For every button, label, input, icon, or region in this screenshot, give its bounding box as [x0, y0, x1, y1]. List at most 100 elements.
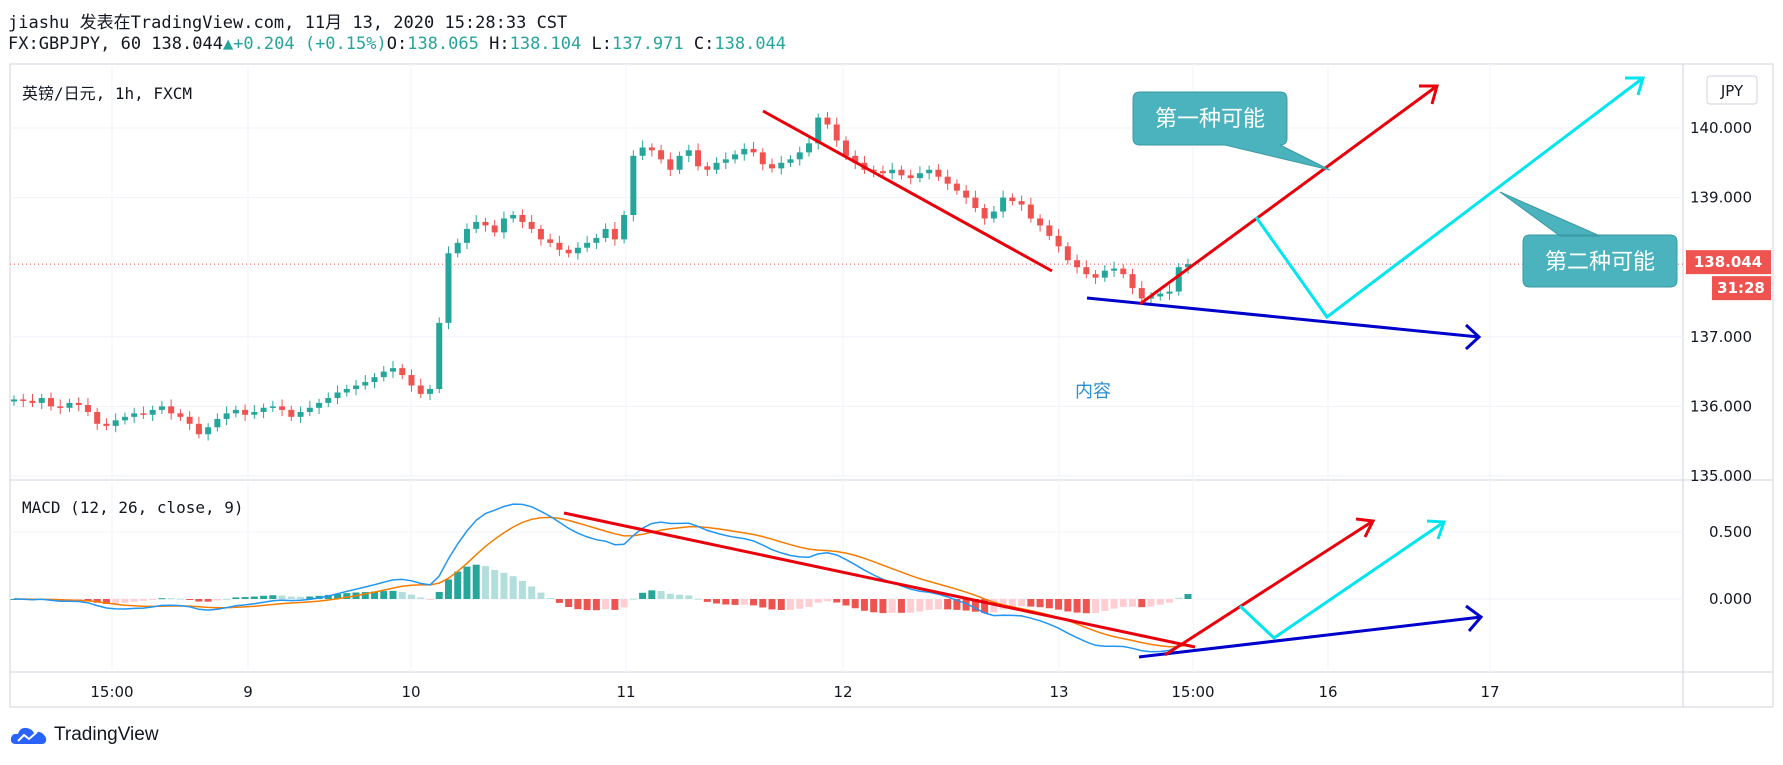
macd-histogram-bar	[232, 597, 240, 599]
currency-button[interactable]	[1706, 75, 1758, 105]
macd-histogram-bar	[1184, 593, 1192, 599]
macd-histogram-bar	[981, 599, 989, 614]
macd-histogram-bar	[518, 580, 526, 599]
brand-logo[interactable]: TradingView	[10, 724, 159, 746]
candle-body	[953, 183, 960, 191]
candle-body	[722, 159, 729, 163]
candle-body	[565, 249, 572, 254]
candle-body	[334, 392, 341, 399]
macd-histogram-bar	[666, 593, 674, 599]
macd-histogram-bar	[343, 593, 351, 599]
candle-body	[1129, 274, 1136, 289]
open-value: 138.065	[407, 34, 479, 54]
macd-histogram-bar	[1064, 599, 1072, 612]
candle-body	[260, 407, 267, 412]
countdown-value: 31:28	[1717, 279, 1765, 297]
candle-body	[695, 150, 702, 167]
macd-histogram-bar	[777, 599, 785, 610]
time-tick-label: 17	[1480, 683, 1499, 701]
candle-body	[66, 402, 73, 408]
currency-button-label: JPY	[1720, 82, 1744, 100]
macd-histogram-bar	[648, 590, 656, 599]
candle-body	[1064, 246, 1071, 261]
macd-histogram-bar	[1101, 599, 1109, 612]
blue-support-line	[1086, 296, 1480, 339]
candle-body	[316, 402, 323, 408]
candle-body	[907, 175, 914, 179]
macd-histogram-bar	[158, 598, 166, 600]
macd-histogram-bar	[1045, 599, 1053, 609]
candle-body	[842, 140, 849, 156]
time-tick-label: 16	[1318, 683, 1337, 701]
low-label: L:	[591, 34, 612, 54]
candle-body	[38, 398, 45, 403]
macd-histogram-bar	[371, 591, 379, 599]
change-value: +0.204 (+0.15%)	[233, 34, 387, 54]
candle-body	[1055, 235, 1062, 247]
macd-histogram-bar	[260, 595, 268, 599]
last-price-value: 138.044	[1694, 253, 1762, 271]
macd-histogram-bar	[592, 599, 600, 611]
candle-body	[390, 368, 397, 372]
macd-histogram-bar	[93, 599, 101, 603]
candle-body	[325, 398, 332, 403]
macd-histogram-bar	[1119, 599, 1127, 607]
macd-histogram-bar	[491, 570, 499, 599]
candle-body	[1120, 268, 1127, 275]
macd-histogram-bar	[555, 599, 563, 603]
macd-red-arrow-head-icon	[1355, 517, 1376, 538]
cyan-arrow-head-icon	[1625, 76, 1646, 96]
macd-histogram-bar	[1092, 599, 1100, 614]
macd-histogram-bar	[740, 599, 748, 605]
macd-histogram-bar	[602, 599, 610, 610]
callout-first-bubble	[1132, 91, 1331, 171]
macd-histogram-bar	[944, 599, 952, 610]
callout-second[interactable]: 第二种可能	[1499, 191, 1678, 288]
macd-histogram-bar	[1166, 599, 1174, 603]
candle-body	[778, 162, 785, 169]
macd-red-arrow	[1164, 519, 1374, 657]
candle-body	[805, 143, 812, 153]
candle-body	[1101, 270, 1108, 278]
candle-body	[815, 117, 822, 144]
macd-cyan-arrow	[1238, 520, 1445, 640]
low-value: 137.971	[611, 34, 684, 54]
red-arrow-head-icon	[1419, 84, 1439, 105]
macd-histogram-bar	[269, 595, 277, 599]
callout-first[interactable]: 第一种可能	[1132, 91, 1331, 171]
macd-histogram-bar	[731, 599, 739, 605]
candle-body	[824, 117, 831, 125]
candle-body	[1009, 197, 1016, 202]
time-tick-label: 15:00	[90, 683, 133, 701]
high-value: 138.104	[509, 34, 582, 54]
candle-body	[944, 176, 951, 184]
candle-body	[168, 406, 175, 414]
grid	[10, 64, 1683, 672]
macd-histogram-bar	[130, 599, 138, 602]
macd-histogram-bar	[176, 598, 184, 600]
macd-histogram-bar	[213, 599, 221, 601]
macd-histogram-bar	[121, 599, 129, 603]
downtrend-line	[762, 109, 1053, 273]
candle-body	[417, 385, 424, 394]
macd-histogram-bar	[334, 593, 342, 599]
candle-body	[1083, 267, 1090, 275]
macd-line	[13, 503, 1189, 653]
time-tick-label: 12	[833, 683, 852, 701]
candle-body	[741, 148, 748, 155]
macd-histogram-bar	[444, 579, 452, 599]
blue-arrow-head-icon	[1464, 323, 1482, 351]
macd-histogram-bar	[713, 599, 721, 604]
candle-body	[269, 406, 276, 408]
macd-histogram-bar	[102, 599, 110, 604]
candle-body	[547, 239, 554, 243]
macd-histogram-bar	[971, 599, 979, 612]
macd-histogram-bar	[768, 599, 776, 610]
candle-body	[787, 159, 794, 163]
macd-histogram-bar	[851, 599, 859, 609]
macd-histogram-bar	[897, 599, 905, 613]
candle-body	[482, 221, 489, 226]
macd-histogram-bar	[657, 591, 665, 599]
candle-body	[20, 399, 27, 401]
